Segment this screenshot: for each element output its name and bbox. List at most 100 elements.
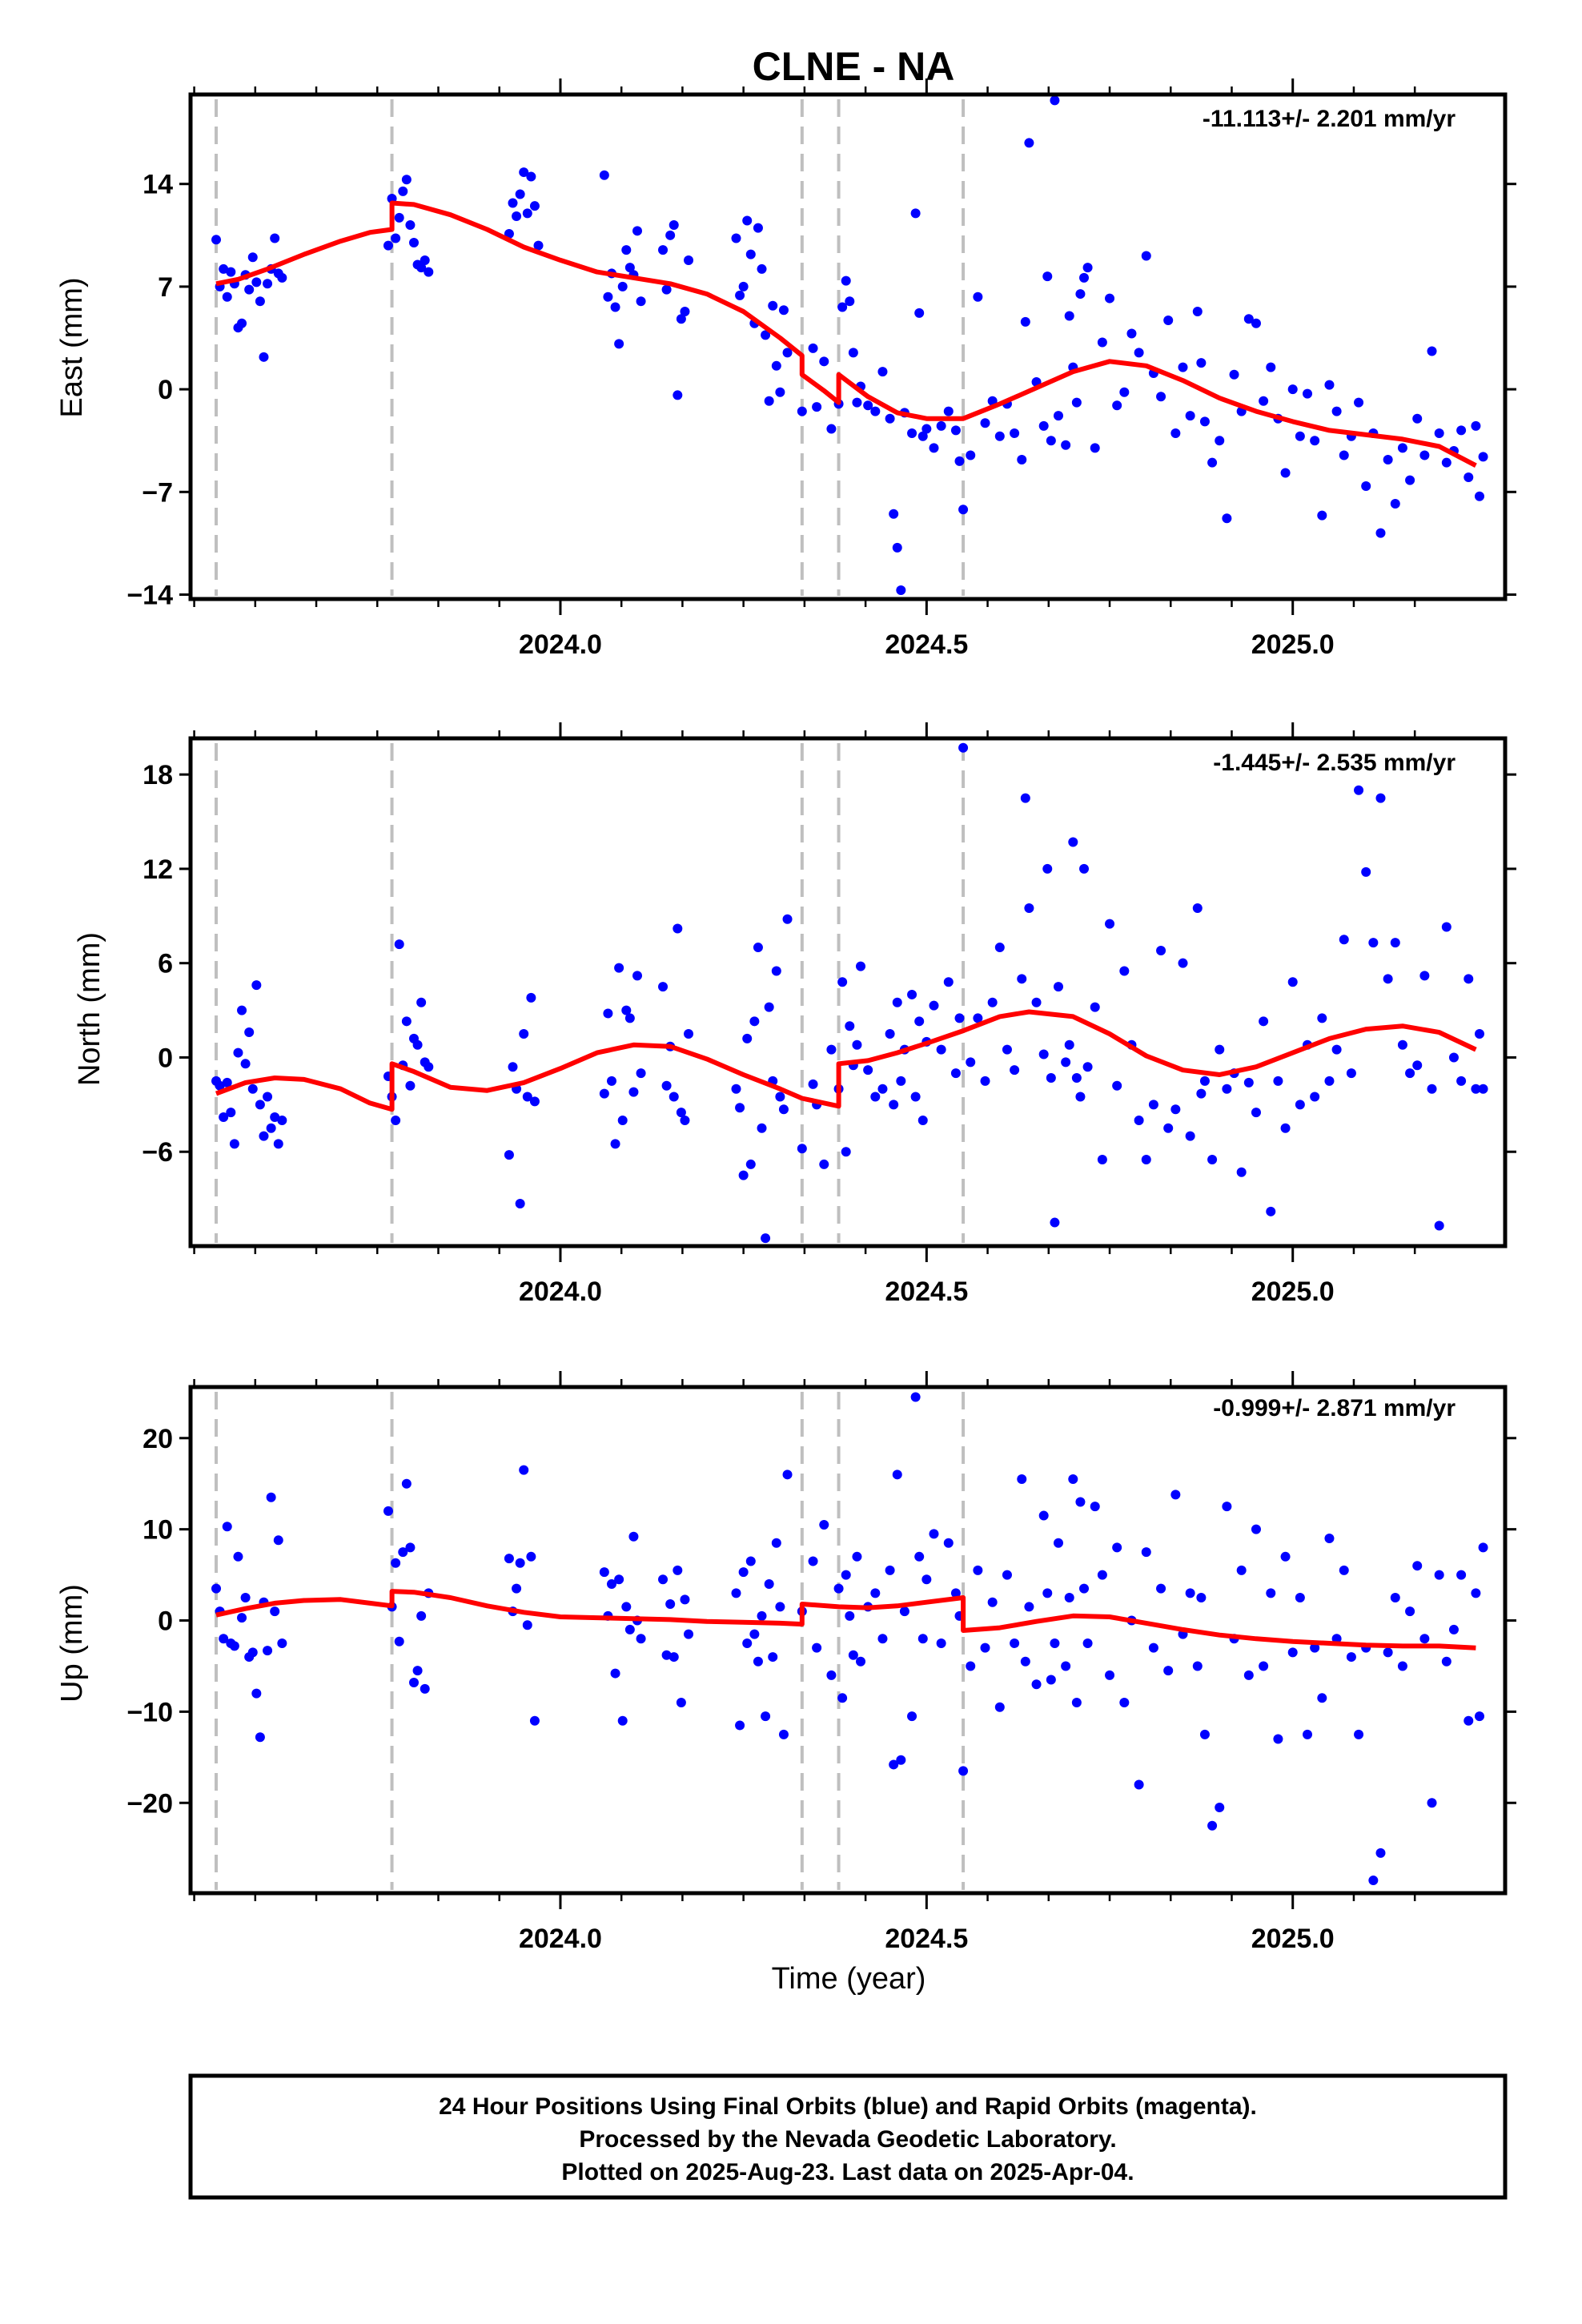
up-x-tick-label: 2024.0 xyxy=(519,1924,602,1954)
up-data-point xyxy=(738,1567,749,1578)
north-data-point xyxy=(658,982,669,992)
north-data-point xyxy=(1178,958,1188,968)
east-data-point xyxy=(1354,397,1364,408)
east-data-point xyxy=(929,443,939,453)
north-data-point xyxy=(1478,1084,1488,1094)
north-data-point xyxy=(1236,1167,1247,1177)
north-data-point xyxy=(914,1016,925,1027)
north-data-point xyxy=(1287,977,1298,987)
north-data-point xyxy=(1156,945,1166,955)
east-data-point xyxy=(1441,457,1452,468)
up-data-point xyxy=(247,1647,258,1658)
up-data-point xyxy=(819,1519,829,1530)
up-data-point xyxy=(1441,1656,1452,1667)
east-data-point xyxy=(251,277,262,287)
up-data-point xyxy=(391,1558,401,1568)
east-data-point xyxy=(845,296,855,307)
east-velocity-label: -11.113+/- 2.201 mm/yr xyxy=(1203,106,1456,132)
east-data-point xyxy=(1185,411,1195,421)
north-data-point xyxy=(240,1059,251,1069)
up-data-point xyxy=(1141,1547,1151,1558)
up-data-point xyxy=(1390,1593,1400,1603)
up-data-point xyxy=(1456,1570,1467,1580)
up-data-point xyxy=(837,1693,848,1703)
up-data-point xyxy=(1192,1661,1203,1671)
east-data-point xyxy=(1061,440,1071,450)
east-data-point xyxy=(1199,416,1210,427)
north-data-point xyxy=(1207,1155,1218,1165)
up-data-point xyxy=(826,1670,837,1680)
footer-line-2: Processed by the Nevada Geodetic Laborat… xyxy=(579,2126,1116,2153)
up-data-point xyxy=(812,1642,822,1653)
up-data-point xyxy=(1097,1570,1107,1580)
east-data-point xyxy=(775,387,785,397)
east-data-point xyxy=(885,413,895,424)
up-data-point xyxy=(929,1529,939,1539)
up-data-point xyxy=(757,1610,767,1621)
north-data-point xyxy=(917,1115,928,1125)
up-data-point xyxy=(870,1588,881,1598)
east-data-point xyxy=(1170,428,1181,439)
east-data-point xyxy=(1310,436,1320,446)
north-data-point xyxy=(757,1123,767,1133)
north-x-tick-label: 2025.0 xyxy=(1251,1277,1335,1307)
up-data-point xyxy=(917,1634,928,1644)
north-data-point xyxy=(673,923,683,934)
north-data-point xyxy=(1295,1100,1305,1110)
east-data-point xyxy=(270,233,280,243)
up-data-point xyxy=(731,1588,741,1598)
east-data-point xyxy=(1119,387,1130,397)
up-data-point xyxy=(889,1759,899,1770)
up-data-point xyxy=(658,1574,669,1585)
up-data-point xyxy=(1471,1588,1481,1598)
up-data-point xyxy=(1273,1734,1283,1744)
north-data-point xyxy=(215,1080,225,1091)
east-data-point xyxy=(621,245,632,255)
x-axis-label: Time (year) xyxy=(772,1962,926,1996)
north-data-point xyxy=(856,961,866,971)
east-data-point xyxy=(1046,436,1056,446)
up-data-point xyxy=(599,1567,609,1578)
east-data-point xyxy=(391,233,401,243)
east-plot-frame xyxy=(188,92,1508,601)
east-data-point xyxy=(658,245,669,255)
east-data-point xyxy=(1020,316,1030,327)
north-data-point xyxy=(1090,1002,1100,1012)
north-data-point xyxy=(797,1144,807,1154)
north-data-point xyxy=(1251,1108,1261,1118)
east-data-point xyxy=(1464,472,1474,482)
east-data-point xyxy=(841,275,851,286)
east-data-point xyxy=(914,308,925,318)
east-data-point xyxy=(954,456,965,466)
east-data-point xyxy=(1075,289,1086,300)
up-data-point xyxy=(1259,1661,1269,1671)
east-data-point xyxy=(1178,362,1188,372)
north-data-point xyxy=(936,1044,946,1055)
up-x-tick-label: 2025.0 xyxy=(1251,1924,1335,1954)
east-data-point xyxy=(1097,337,1107,348)
up-data-point xyxy=(936,1638,946,1648)
up-data-point xyxy=(665,1599,676,1610)
north-data-point xyxy=(845,1021,855,1031)
east-y-tick-label: 0 xyxy=(158,375,173,405)
east-data-point xyxy=(515,189,525,199)
east-data-point xyxy=(1141,251,1151,261)
up-data-point xyxy=(845,1610,855,1621)
up-data-point xyxy=(1079,1583,1090,1594)
north-data-point xyxy=(614,963,624,973)
north-data-point xyxy=(742,1033,753,1043)
east-data-point xyxy=(1064,311,1074,321)
up-data-point xyxy=(782,1470,793,1480)
north-data-point xyxy=(1141,1155,1151,1165)
up-data-point xyxy=(1071,1698,1082,1708)
north-data-point xyxy=(266,1123,276,1133)
up-data-point xyxy=(1427,1798,1437,1808)
up-data-point xyxy=(412,1666,423,1676)
east-data-point xyxy=(771,360,781,371)
east-data-point xyxy=(1383,455,1393,465)
north-data-point xyxy=(1419,971,1430,981)
north-data-point xyxy=(255,1100,265,1110)
east-data-point xyxy=(1134,348,1144,358)
east-data-point xyxy=(950,425,961,436)
north-data-point xyxy=(782,914,793,924)
